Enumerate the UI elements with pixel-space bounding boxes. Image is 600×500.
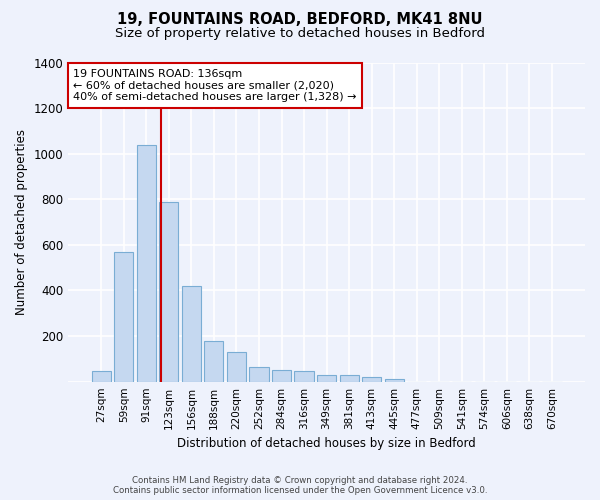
Bar [205, 340, 223, 382]
Bar [317, 375, 336, 382]
Bar [385, 379, 404, 382]
Bar [182, 286, 201, 382]
Bar [227, 352, 246, 382]
Bar [114, 252, 133, 382]
X-axis label: Distribution of detached houses by size in Bedford: Distribution of detached houses by size … [177, 437, 476, 450]
Bar [295, 372, 314, 382]
Bar [362, 377, 381, 382]
Y-axis label: Number of detached properties: Number of detached properties [15, 129, 28, 315]
Bar [92, 372, 111, 382]
Bar [250, 367, 269, 382]
Text: 19, FOUNTAINS ROAD, BEDFORD, MK41 8NU: 19, FOUNTAINS ROAD, BEDFORD, MK41 8NU [117, 12, 483, 28]
Bar [159, 202, 178, 382]
Text: Contains HM Land Registry data © Crown copyright and database right 2024.
Contai: Contains HM Land Registry data © Crown c… [113, 476, 487, 495]
Bar [272, 370, 291, 382]
Bar [340, 376, 359, 382]
Bar [137, 144, 156, 382]
Text: 19 FOUNTAINS ROAD: 136sqm
← 60% of detached houses are smaller (2,020)
40% of se: 19 FOUNTAINS ROAD: 136sqm ← 60% of detac… [73, 69, 357, 102]
Text: Size of property relative to detached houses in Bedford: Size of property relative to detached ho… [115, 28, 485, 40]
